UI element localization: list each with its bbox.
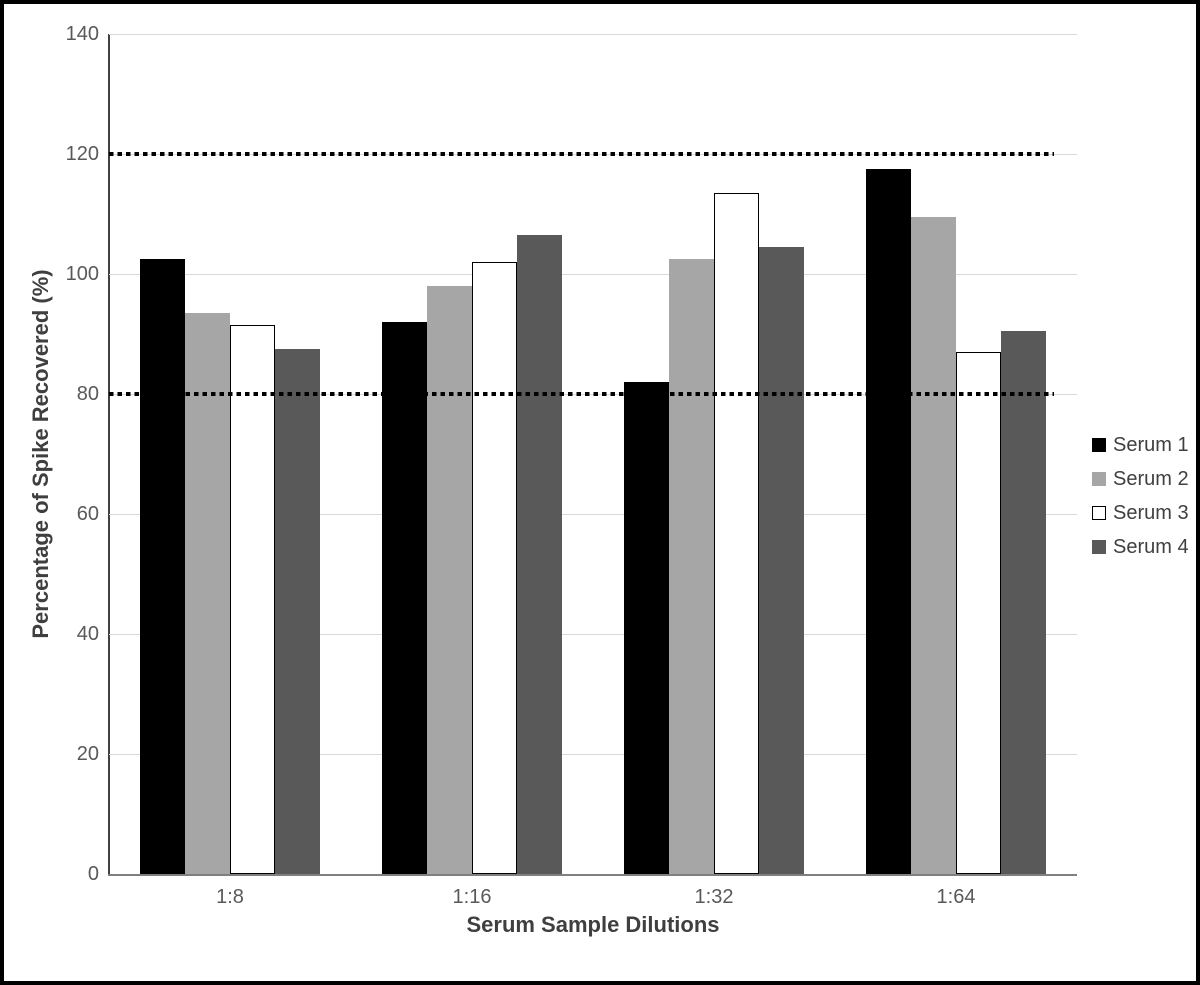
y-tick-label-60: 60 — [76, 503, 99, 525]
gridline-100 — [109, 273, 1077, 275]
legend-marker-icon — [1092, 472, 1106, 486]
y-tick-label-0: 0 — [87, 863, 99, 885]
x-axis-line — [108, 874, 1077, 876]
legend-label: Serum 4 — [1113, 535, 1189, 558]
y-axis-title: Percentage of Spike Recovered (%) — [28, 269, 53, 639]
bar-serum3-1-32 — [714, 193, 759, 874]
bar-serum3-1-16 — [472, 262, 517, 874]
bar-serum4-1-64 — [1001, 331, 1046, 874]
gridline-60 — [109, 513, 1077, 515]
y-tick-label-40: 40 — [76, 623, 99, 645]
legend-label: Serum 3 — [1113, 501, 1189, 524]
y-tick-label-120: 120 — [65, 143, 99, 165]
bar-serum3-1-8 — [230, 325, 275, 874]
bar-serum4-1-8 — [275, 349, 320, 874]
bar-serum1-1-16 — [382, 322, 427, 874]
legend-marker-icon — [1092, 540, 1106, 554]
bar-serum4-1-32 — [759, 247, 804, 874]
bar-serum2-1-32 — [669, 259, 714, 874]
y-axis-line — [108, 34, 110, 874]
gridline-20 — [109, 753, 1077, 755]
y-tick-label-20: 20 — [76, 743, 99, 765]
reference-line-120 — [109, 152, 1054, 156]
legend-label: Serum 1 — [1113, 433, 1189, 456]
bar-serum2-1-16 — [427, 286, 472, 874]
reference-line-80 — [109, 392, 1054, 396]
legend-item-serum1: Serum 1 — [1092, 428, 1189, 462]
y-tick-label-80: 80 — [76, 383, 99, 405]
bar-serum2-1-64 — [911, 217, 956, 874]
gridline-140 — [109, 33, 1077, 35]
plot-area — [108, 33, 1077, 876]
x-tick-label-1-8: 1:8 — [216, 886, 244, 908]
y-tick-label-100: 100 — [65, 263, 99, 285]
x-axis-title: Serum Sample Dilutions — [466, 912, 720, 937]
legend: Serum 1 Serum 2 Serum 3 Serum 4 — [1092, 428, 1189, 564]
legend-item-serum2: Serum 2 — [1092, 462, 1189, 496]
legend-label: Serum 2 — [1113, 467, 1189, 490]
bar-serum4-1-16 — [517, 235, 562, 874]
x-tick-label-1-16: 1:16 — [452, 886, 492, 908]
bar-serum1-1-64 — [866, 169, 911, 874]
x-tick-label-1-32: 1:32 — [694, 886, 734, 908]
legend-marker-icon — [1092, 438, 1106, 452]
legend-item-serum3: Serum 3 — [1092, 496, 1189, 530]
gridline-40 — [109, 633, 1077, 635]
bar-serum3-1-64 — [956, 352, 1001, 874]
bar-serum1-1-8 — [140, 259, 185, 874]
legend-item-serum4: Serum 4 — [1092, 530, 1189, 564]
bar-serum2-1-8 — [185, 313, 230, 874]
bar-serum1-1-32 — [624, 382, 669, 874]
y-tick-label-140: 140 — [65, 23, 99, 45]
x-tick-label-1-64: 1:64 — [936, 886, 976, 908]
legend-marker-icon — [1092, 506, 1106, 520]
